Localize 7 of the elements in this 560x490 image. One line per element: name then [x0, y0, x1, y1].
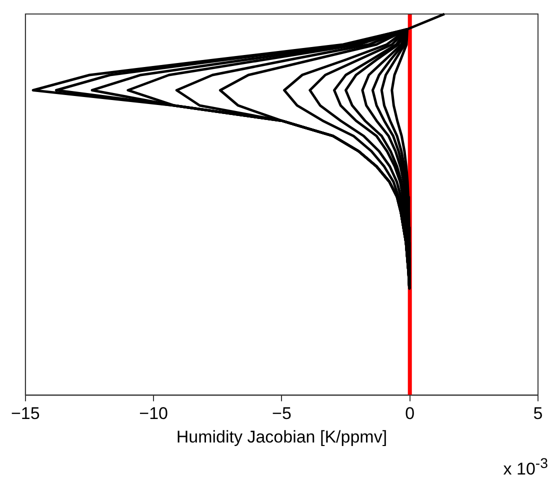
- x-tick-label: −10: [139, 404, 168, 424]
- x-tick-label: −15: [10, 404, 40, 424]
- x-axis-title: Humidity Jacobian [K/ppmv]: [176, 427, 388, 446]
- x-tick-label: 5: [533, 404, 543, 424]
- text: x 10$^{-3}$: [503, 456, 548, 480]
- x-tick-label: −5: [272, 404, 292, 424]
- x-tick-label: 0: [405, 404, 415, 424]
